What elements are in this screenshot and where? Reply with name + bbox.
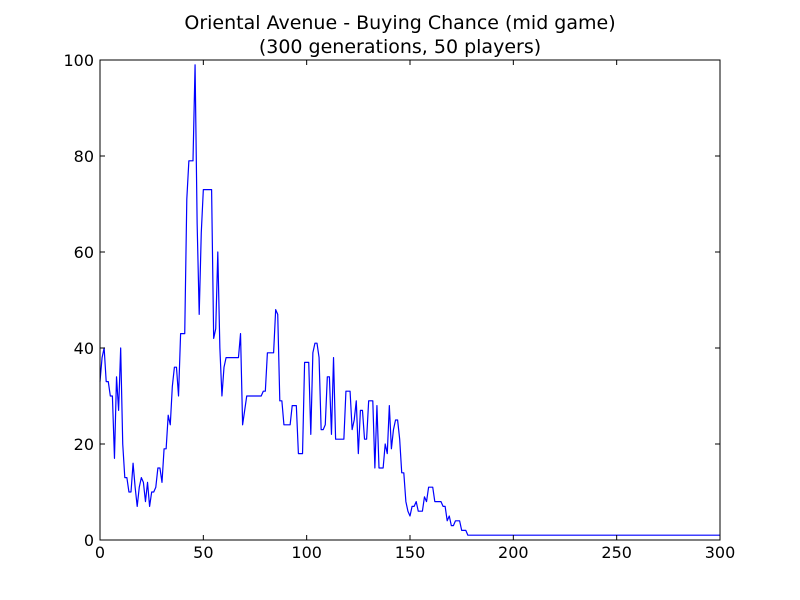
- y-tick-label: 40: [74, 339, 94, 358]
- chart-title-line-2: (300 generations, 50 players): [258, 36, 542, 58]
- series-line-0: [99, 64, 720, 536]
- y-axis: 0 20 40 60 80 100: [63, 51, 720, 550]
- plot-frame: [99, 59, 721, 541]
- x-tick-label: 300: [705, 543, 736, 562]
- x-tick-label: 150: [395, 543, 426, 562]
- chart-title-line-1: Oriental Avenue - Buying Chance (mid gam…: [184, 12, 616, 34]
- plot-area: [99, 59, 721, 541]
- y-tick-label: 60: [74, 243, 94, 262]
- x-axis: 0 50 100 150 200 250 300: [95, 60, 735, 562]
- x-tick-label: 0: [95, 543, 105, 562]
- y-tick-label: 80: [74, 147, 94, 166]
- y-tick-label: 0: [84, 531, 94, 550]
- y-tick-label: 20: [74, 435, 94, 454]
- x-tick-label: 50: [193, 543, 213, 562]
- x-tick-label: 200: [498, 543, 529, 562]
- y-tick-label: 100: [63, 51, 94, 70]
- x-tick-label: 250: [601, 543, 632, 562]
- x-tick-label: 100: [291, 543, 322, 562]
